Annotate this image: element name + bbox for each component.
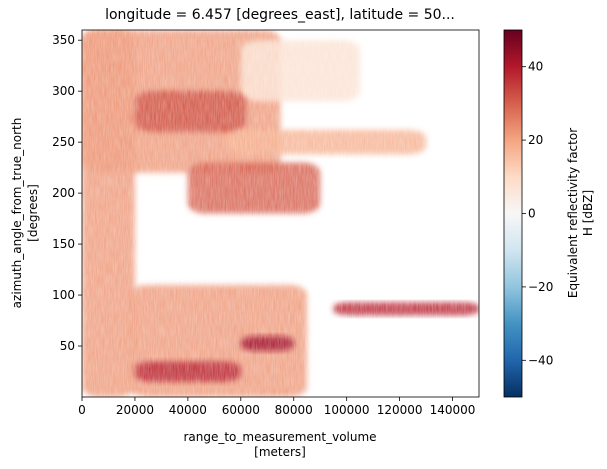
x-tick-label: 80000 [275, 403, 313, 417]
x-tick-label: 120000 [377, 403, 423, 417]
x-tick-label: 100000 [324, 403, 370, 417]
colorbar [503, 29, 523, 398]
x-axis-label-unit: [meters] [254, 445, 306, 459]
y-axis: 50 100 150 200 250 300 350 [52, 33, 82, 353]
colorbar-tick-label: −40 [528, 353, 553, 367]
x-axis-label: range_to_measurement_volume [183, 430, 376, 444]
plot-frame [81, 29, 480, 398]
colorbar-tick-label: 20 [528, 133, 543, 147]
x-tick-label: 20000 [116, 403, 154, 417]
colorbar-label-unit: H [dBZ] [581, 190, 595, 236]
colorbar-tick-label: 0 [528, 207, 536, 221]
y-tick-label: 300 [52, 84, 75, 98]
y-axis-label-unit: [degrees] [26, 184, 40, 242]
colorbar-tick-label: −20 [528, 280, 553, 294]
colorbar-tick-label: 40 [528, 60, 543, 74]
y-tick-label: 50 [60, 339, 75, 353]
x-tick-label: 140000 [430, 403, 476, 417]
y-axis-label: azimuth_angle_from_true_north [10, 118, 24, 309]
y-tick-label: 100 [52, 288, 75, 302]
reflectivity-heatmap [82, 30, 479, 397]
colorbar-label: Equivalent reflectivity factor [566, 128, 580, 298]
y-tick-label: 250 [52, 135, 75, 149]
y-tick-label: 200 [52, 186, 75, 200]
y-tick-label: 350 [52, 33, 75, 47]
x-axis: 0 20000 40000 60000 80000 100000 120000 140000 [78, 397, 475, 417]
chart-title: longitude = 6.457 [degrees_east], latitu… [105, 7, 455, 23]
echo-texture [82, 30, 479, 397]
x-tick-label: 0 [78, 403, 86, 417]
x-tick-label: 40000 [169, 403, 207, 417]
y-tick-label: 150 [52, 237, 75, 251]
colorbar-axis: −40 −20 0 20 40 [522, 60, 553, 367]
x-tick-label: 60000 [222, 403, 260, 417]
